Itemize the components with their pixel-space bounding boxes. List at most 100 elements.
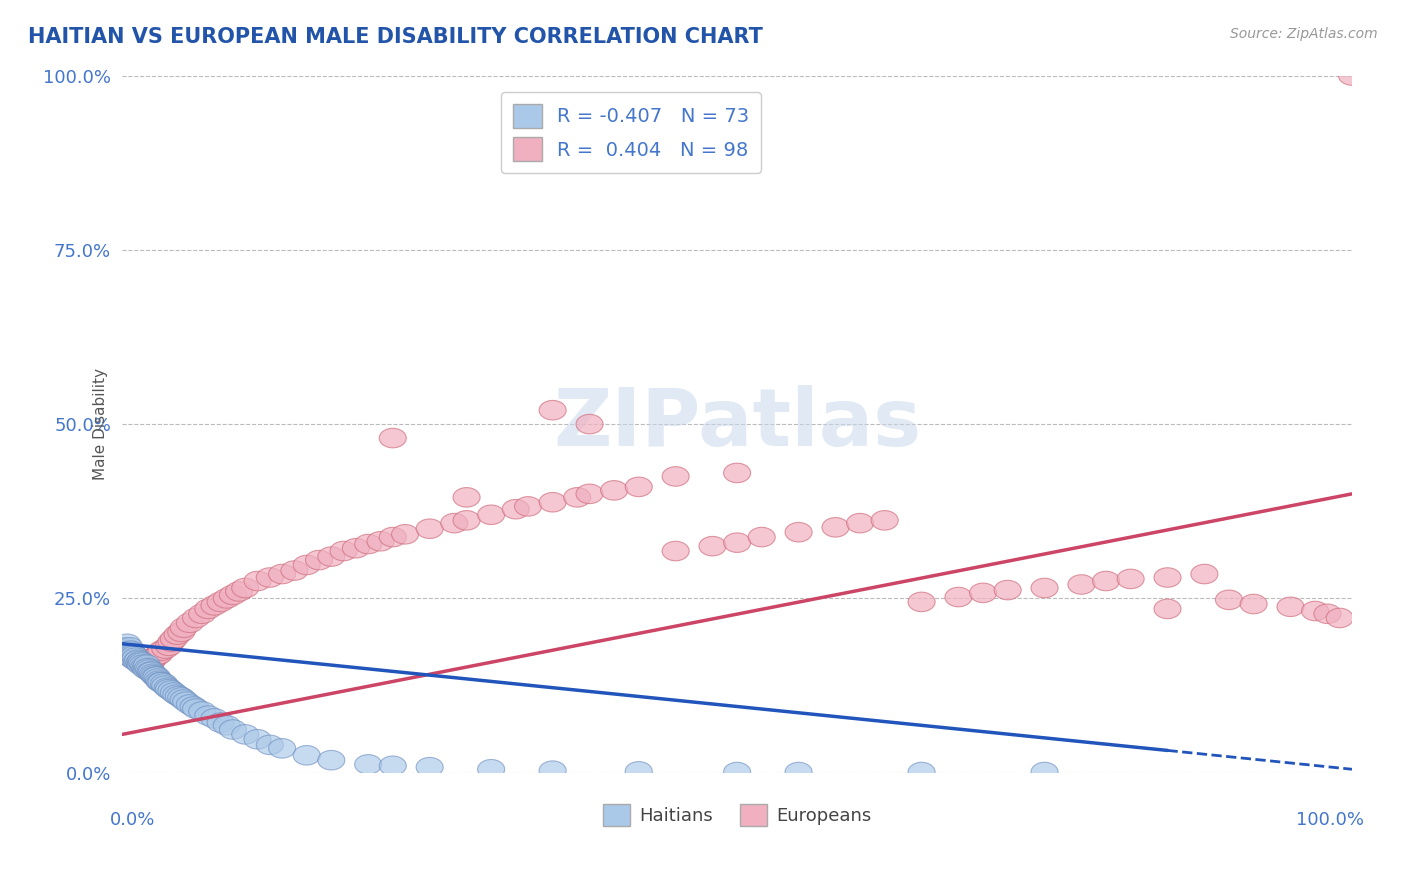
Ellipse shape [167, 622, 195, 641]
Ellipse shape [1302, 601, 1329, 621]
Ellipse shape [112, 644, 139, 664]
Ellipse shape [127, 651, 155, 671]
Ellipse shape [416, 519, 443, 539]
Ellipse shape [136, 660, 163, 680]
Ellipse shape [141, 665, 167, 685]
Ellipse shape [115, 643, 142, 663]
Ellipse shape [318, 547, 344, 566]
Ellipse shape [115, 641, 142, 660]
Ellipse shape [121, 646, 148, 665]
Ellipse shape [188, 702, 215, 721]
Ellipse shape [195, 599, 222, 619]
Legend: Haitians, Europeans: Haitians, Europeans [596, 797, 879, 833]
Text: ZIPatlas: ZIPatlas [553, 385, 921, 463]
Ellipse shape [117, 638, 143, 657]
Ellipse shape [138, 662, 166, 681]
Ellipse shape [256, 735, 284, 755]
Ellipse shape [146, 644, 173, 664]
Ellipse shape [748, 527, 775, 547]
Ellipse shape [1154, 599, 1181, 619]
Ellipse shape [564, 488, 591, 507]
Ellipse shape [232, 578, 259, 598]
Ellipse shape [148, 641, 176, 660]
Ellipse shape [117, 641, 145, 660]
Ellipse shape [662, 541, 689, 561]
Ellipse shape [1031, 763, 1059, 781]
Ellipse shape [453, 488, 479, 507]
Ellipse shape [600, 481, 627, 500]
Ellipse shape [245, 730, 271, 749]
Ellipse shape [138, 651, 166, 671]
Ellipse shape [129, 655, 156, 674]
Ellipse shape [117, 646, 143, 665]
Ellipse shape [245, 571, 271, 591]
Ellipse shape [269, 739, 295, 758]
Ellipse shape [127, 655, 155, 674]
Ellipse shape [785, 523, 813, 542]
Ellipse shape [136, 653, 163, 673]
Ellipse shape [148, 673, 176, 692]
Ellipse shape [129, 655, 156, 674]
Ellipse shape [173, 692, 200, 712]
Ellipse shape [114, 634, 141, 654]
Ellipse shape [167, 688, 195, 707]
Ellipse shape [157, 681, 186, 700]
Ellipse shape [380, 527, 406, 547]
Ellipse shape [1339, 66, 1365, 86]
Ellipse shape [872, 510, 898, 530]
Ellipse shape [152, 676, 179, 696]
Ellipse shape [124, 648, 150, 667]
Ellipse shape [699, 536, 725, 556]
Ellipse shape [128, 653, 156, 673]
Ellipse shape [724, 763, 751, 781]
Ellipse shape [207, 713, 235, 732]
Ellipse shape [145, 669, 172, 689]
Ellipse shape [785, 763, 813, 781]
Ellipse shape [294, 555, 321, 574]
Ellipse shape [156, 680, 183, 698]
Ellipse shape [142, 666, 169, 686]
Ellipse shape [391, 524, 419, 544]
Ellipse shape [724, 463, 751, 483]
Ellipse shape [122, 650, 149, 670]
Ellipse shape [121, 646, 148, 665]
Ellipse shape [120, 648, 146, 667]
Ellipse shape [139, 664, 166, 683]
Ellipse shape [115, 644, 142, 664]
Ellipse shape [354, 534, 381, 554]
Ellipse shape [114, 639, 141, 658]
Ellipse shape [183, 698, 209, 718]
Ellipse shape [214, 715, 240, 735]
Ellipse shape [219, 720, 246, 739]
Ellipse shape [576, 484, 603, 504]
Ellipse shape [219, 585, 246, 605]
Ellipse shape [118, 648, 146, 667]
Ellipse shape [141, 648, 167, 667]
Ellipse shape [132, 657, 159, 676]
Ellipse shape [183, 608, 209, 628]
Ellipse shape [176, 695, 204, 714]
Ellipse shape [538, 761, 567, 780]
Ellipse shape [367, 532, 394, 551]
Ellipse shape [1031, 578, 1059, 598]
Y-axis label: Male Disability: Male Disability [93, 368, 108, 480]
Ellipse shape [135, 658, 162, 678]
Ellipse shape [478, 759, 505, 779]
Ellipse shape [170, 690, 197, 709]
Text: 100.0%: 100.0% [1296, 811, 1364, 829]
Ellipse shape [163, 685, 190, 705]
Text: HAITIAN VS EUROPEAN MALE DISABILITY CORRELATION CHART: HAITIAN VS EUROPEAN MALE DISABILITY CORR… [28, 27, 763, 46]
Ellipse shape [538, 401, 567, 420]
Ellipse shape [117, 641, 145, 660]
Ellipse shape [170, 618, 197, 638]
Ellipse shape [146, 673, 174, 692]
Ellipse shape [111, 641, 138, 660]
Ellipse shape [1326, 608, 1353, 628]
Ellipse shape [380, 756, 406, 775]
Ellipse shape [1154, 568, 1181, 587]
Ellipse shape [724, 533, 751, 552]
Ellipse shape [538, 492, 567, 512]
Ellipse shape [1277, 597, 1303, 616]
Ellipse shape [908, 592, 935, 612]
Ellipse shape [318, 750, 344, 770]
